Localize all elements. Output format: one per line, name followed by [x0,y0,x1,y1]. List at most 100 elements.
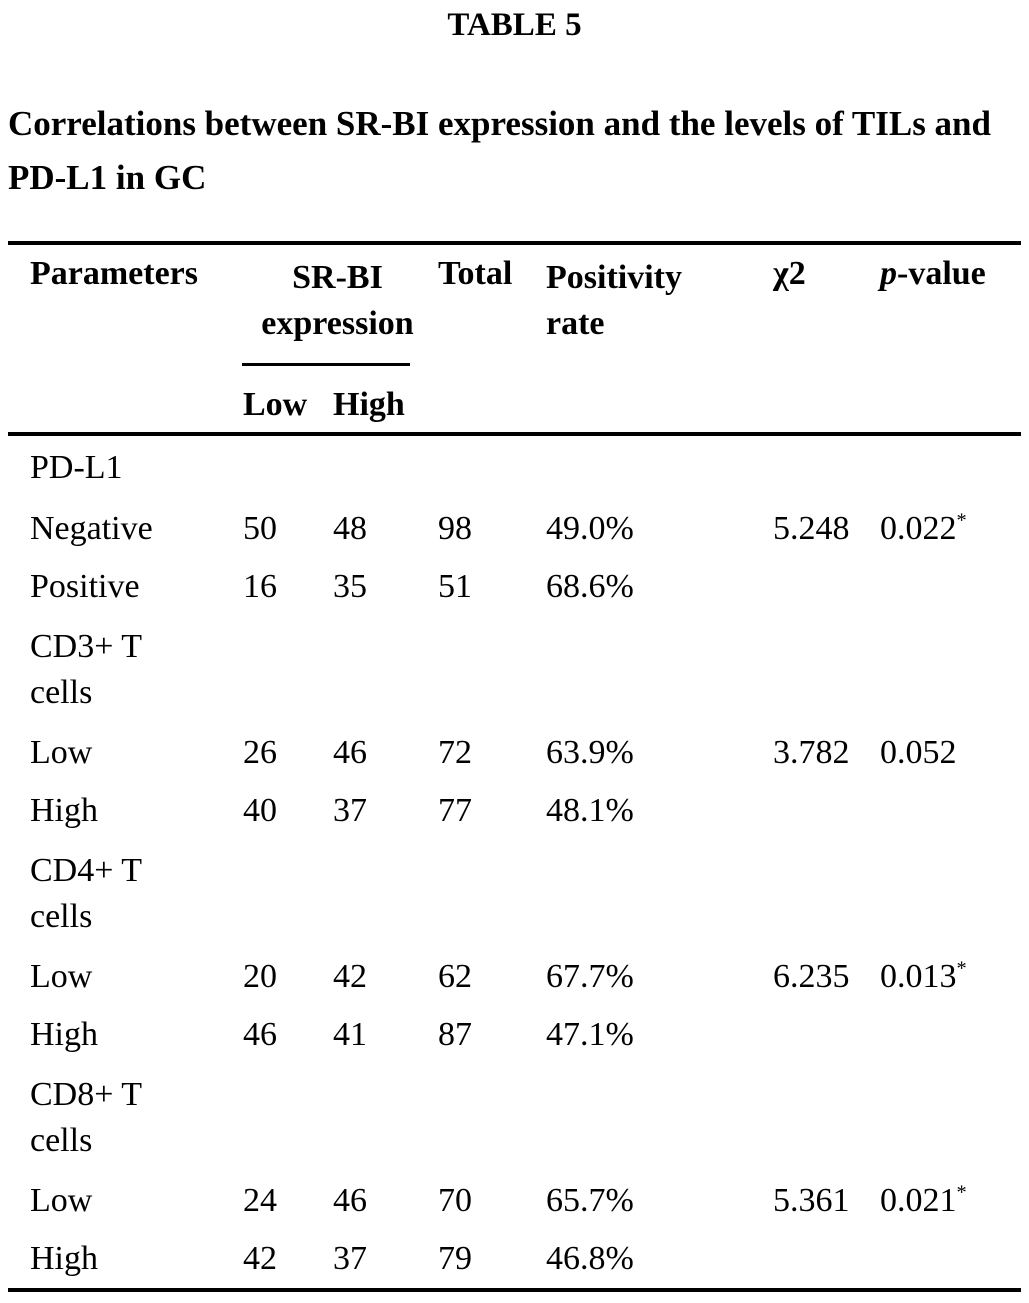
table-title: TABLE 5 [447,7,582,43]
cell-p-value [877,782,1021,840]
cell-chi-square: 5.361 [773,1182,850,1219]
row-label: Negative [30,510,153,547]
cell-total: 79 [438,1240,472,1277]
cell-low: 50 [243,510,277,547]
cell-positivity-rate: 48.1% [546,792,634,829]
cell-p-value: 0.013* [880,957,967,995]
table-row: High 46 41 87 47.1% [8,1006,1021,1064]
table-body: PD-L1 Negative 50 48 98 49.0% 5.248 0.02… [8,434,1021,1290]
group-label: PD-L1 [30,449,123,486]
cell-positivity-rate: 67.7% [546,958,634,995]
p-symbol: p [880,255,897,292]
empty-cells [240,1064,1021,1172]
empty-cells [240,840,1021,948]
cell-high: 42 [333,958,367,995]
cell-chi-square: 6.235 [773,958,850,995]
row-label: Positive [30,568,140,605]
cell-total: 72 [438,734,472,771]
table-header: Parameters SR-BI expression Total Positi… [8,243,1021,434]
cell-total: 77 [438,792,472,829]
correlations-table: Parameters SR-BI expression Total Positi… [8,241,1021,1292]
row-label: Low [30,1182,93,1219]
cell-low: 26 [243,734,277,771]
cell-p-value: 0.021* [880,1181,967,1219]
header-chi-square: χ2 [773,255,806,292]
row-label: High [30,1240,98,1277]
header-total: Total [438,255,513,292]
positivity-rate-label: Positivity rate [546,259,682,342]
row-label: High [30,1016,98,1053]
cell-positivity-rate: 46.8% [546,1240,634,1277]
header-parameters: Parameters [30,255,199,292]
cell-low: 16 [243,568,277,605]
group-row-cd8: CD8+ T cells [8,1064,1021,1172]
cell-low: 46 [243,1016,277,1053]
cell-positivity-rate: 47.1% [546,1016,634,1053]
header-high: High [333,386,405,423]
cell-total: 98 [438,510,472,547]
row-label: Low [30,958,93,995]
cell-p-value [877,558,1021,616]
significance-star: * [956,1181,967,1204]
cell-positivity-rate: 65.7% [546,1182,634,1219]
table-row: Low 26 46 72 63.9% 3.782 0.052 [8,724,1021,782]
cell-p-value: 0.022* [880,509,967,547]
cell-chi-square [770,1230,877,1290]
row-label: High [30,792,98,829]
table-caption: Correlations between SR-BI expression an… [8,104,991,197]
cell-low: 20 [243,958,277,995]
empty-cells [240,616,1021,724]
table-row: Low 20 42 62 67.7% 6.235 0.013* [8,948,1021,1006]
header-positivity-rate: Positivity rate [543,243,770,434]
table-row: Negative 50 48 98 49.0% 5.248 0.022* [8,500,1021,558]
group-row-cd3: CD3+ T cells [8,616,1021,724]
table-row: High 42 37 79 46.8% [8,1230,1021,1290]
cell-total: 62 [438,958,472,995]
cell-total: 87 [438,1016,472,1053]
cell-positivity-rate: 49.0% [546,510,634,547]
cell-high: 37 [333,1240,367,1277]
group-row-pdl1: PD-L1 [8,434,1021,500]
row-label: Low [30,734,93,771]
cell-total: 70 [438,1182,472,1219]
significance-star: * [956,957,967,980]
srbi-spanner-rule [242,363,410,366]
cell-low: 24 [243,1182,277,1219]
header-srbi-expression: SR-BI expression [240,243,435,377]
cell-high: 48 [333,510,367,547]
cell-high: 41 [333,1016,367,1053]
header-p-value: p-value [877,243,1021,434]
cell-chi-square [770,558,877,616]
group-label: CD8+ T cells [30,1076,142,1159]
note-star: * [80,1300,89,1303]
cell-high: 46 [333,734,367,771]
cell-positivity-rate: 68.6% [546,568,634,605]
cell-high: 37 [333,792,367,829]
cell-positivity-rate: 63.9% [546,734,634,771]
table-row: Low 24 46 70 65.7% 5.361 0.021* [8,1172,1021,1230]
cell-chi-square [770,782,877,840]
cell-low: 42 [243,1240,277,1277]
cell-total: 51 [438,568,472,605]
header-row-top: Parameters SR-BI expression Total Positi… [8,243,1021,377]
cell-p-value [877,1230,1021,1290]
cell-p-value [877,1006,1021,1064]
cell-chi-square [770,1006,877,1064]
cell-high: 35 [333,568,367,605]
cell-low: 40 [243,792,277,829]
significance-star: * [956,509,967,532]
header-row-sub: Low High [8,377,1021,434]
table-row: Positive 16 35 51 68.6% [8,558,1021,616]
p-value-suffix: -value [897,255,986,292]
cell-high: 46 [333,1182,367,1219]
cell-p-value: 0.052 [880,734,957,771]
empty-cells [240,434,1021,500]
cell-chi-square: 3.782 [773,734,850,771]
table-row: High 40 37 77 48.1% [8,782,1021,840]
cell-chi-square: 5.248 [773,510,850,547]
group-label: CD4+ T cells [30,852,142,935]
header-low: Low [243,386,308,423]
srbi-group-label: SR-BI expression [261,259,414,342]
group-label: CD3+ T cells [30,628,142,711]
